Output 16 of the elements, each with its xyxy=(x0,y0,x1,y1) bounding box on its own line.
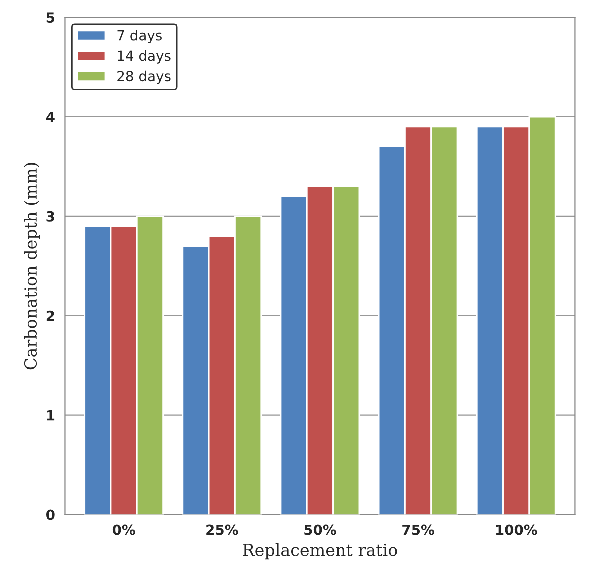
legend-label: 14 days xyxy=(118,50,171,64)
x-axis-title: Replacement ratio xyxy=(243,544,398,560)
y-tick-label: 2 xyxy=(46,310,54,322)
y-tick-label: 1 xyxy=(47,410,55,421)
y-tick-label: 3 xyxy=(46,211,54,222)
legend-label: 7 days xyxy=(118,30,162,44)
x-tick-label: 0% xyxy=(112,524,136,536)
x-tick-label: 25% xyxy=(206,524,238,536)
legend-label: 28 days xyxy=(118,70,171,84)
y-tick-label: 4 xyxy=(46,112,55,122)
x-tick-label: 50% xyxy=(304,524,336,536)
y-tick-label: 0 xyxy=(46,510,55,520)
x-tick-label: 100% xyxy=(496,524,538,536)
x-tick-label: 75% xyxy=(402,524,434,536)
y-tick-label: 5 xyxy=(46,12,55,24)
y-axis-title: Carbonation depth (mm) xyxy=(24,163,40,370)
